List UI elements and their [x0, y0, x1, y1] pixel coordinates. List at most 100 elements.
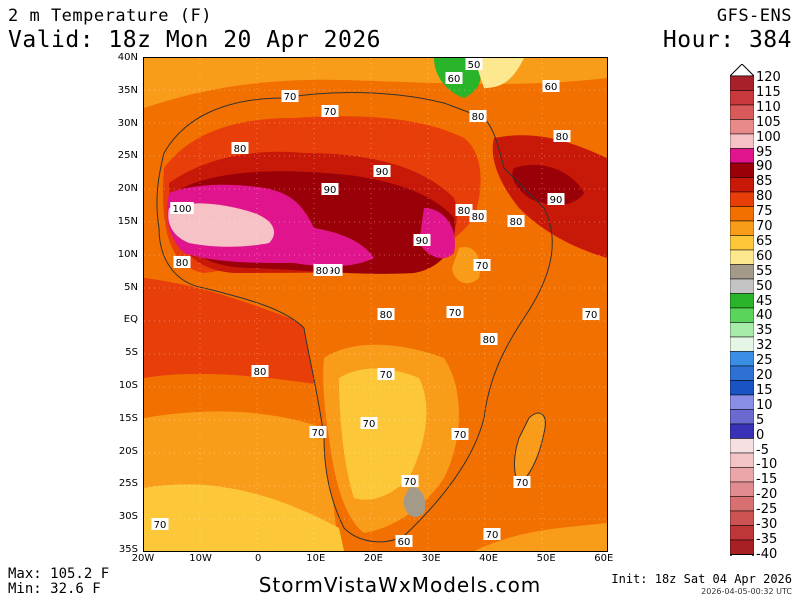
lat-tick: 10N [117, 248, 138, 260]
lon-tick: 10W [189, 553, 212, 564]
contour-label: 90 [373, 165, 391, 178]
colorbar-swatch [730, 467, 754, 483]
contour-label: 90 [413, 234, 431, 247]
contour-label: 80 [455, 204, 473, 217]
colorbar-swatch [730, 380, 754, 396]
lon-tick: 40E [479, 553, 499, 564]
site-name: StormVistaWxModels.com [258, 573, 542, 597]
colorbar-swatch [730, 438, 754, 454]
contour-label: 80 [377, 308, 395, 321]
svg-text:80: 80 [176, 258, 189, 269]
colorbar-swatch [730, 148, 754, 164]
lat-tick: EQ [123, 314, 138, 326]
svg-text:70: 70 [585, 310, 598, 321]
colorbar-level-label: -40 [756, 546, 778, 562]
southern-africa-65 [339, 368, 427, 500]
svg-text:70: 70 [363, 419, 376, 430]
svg-text:70: 70 [449, 308, 462, 319]
min-value: Min: 32.6 F [8, 581, 101, 597]
lat-tick: 15S [118, 412, 138, 424]
contour-label: 60 [445, 72, 463, 85]
colorbar-swatch [730, 481, 754, 497]
svg-text:80: 80 [510, 217, 523, 228]
colorbar-swatch [730, 452, 754, 468]
contour-label: 90 [547, 193, 565, 206]
contour-label: 80 [251, 365, 269, 378]
colorbar-level-label: 80 [756, 189, 773, 205]
colorbar-level-label: 50 [756, 278, 773, 294]
contour-label: 70 [582, 308, 600, 321]
contour-label: 70 [360, 417, 378, 430]
svg-text:70: 70 [454, 430, 467, 441]
lat-tick: 15N [117, 216, 138, 227]
colorbar-level-label: 60 [756, 248, 773, 264]
colorbar-swatch [730, 293, 754, 309]
lat-tick: 40N [117, 52, 138, 63]
colorbar [730, 64, 754, 556]
lat-tick: 35S [118, 544, 138, 555]
colorbar-swatch [730, 278, 754, 294]
contour-label: 70 [451, 428, 469, 441]
lat-tick: 25S [118, 478, 138, 490]
contour-label: 70 [513, 476, 531, 489]
svg-text:60: 60 [448, 74, 461, 85]
colorbar-swatch [730, 177, 754, 193]
colorbar-level-label: 0 [756, 427, 765, 443]
svg-text:70: 70 [154, 520, 167, 531]
contour-label: 50 [465, 58, 483, 71]
colorbar-swatch [730, 133, 754, 149]
svg-text:90: 90 [376, 167, 389, 178]
colorbar-level-label: -20 [756, 487, 778, 503]
colorbar-level-label: 10 [756, 397, 773, 413]
svg-text:80: 80 [254, 367, 267, 378]
colorbar-level-label: 20 [756, 368, 773, 383]
contour-label: 80 [553, 130, 571, 143]
contour-label: 90 [321, 183, 339, 196]
colorbar-swatch [730, 525, 754, 541]
colorbar-level-label: 40 [756, 308, 773, 324]
init-time: Init: 18z Sat 04 Apr 2026 [611, 572, 792, 586]
contour-label: 70 [401, 475, 419, 488]
contour-label: 60 [542, 80, 560, 93]
colorbar-level-label: 115 [756, 84, 781, 100]
colorbar-level-label: 65 [756, 233, 773, 249]
equatorial-80 [144, 278, 344, 388]
colorbar-level-label: -15 [756, 472, 778, 488]
svg-text:90: 90 [324, 185, 337, 196]
contour-label: 70 [321, 105, 339, 118]
lat-tick: 25N [117, 150, 138, 162]
colorbar-swatch [730, 249, 754, 265]
valid-time: Valid: 18z Mon 20 Apr 2026 [8, 27, 382, 53]
graticule [144, 58, 607, 551]
svg-text:70: 70 [312, 428, 325, 439]
svg-text:70: 70 [380, 370, 393, 381]
svg-text:80: 80 [472, 212, 485, 223]
colorbar-swatch [730, 539, 754, 555]
lat-tick: 30N [117, 117, 138, 129]
colorbar-level-label: 70 [756, 219, 773, 234]
svg-text:70: 70 [476, 261, 489, 272]
colorbar-level-label: 85 [756, 174, 773, 190]
render-timestamp: 2026-04-05-00:32 UTC [701, 587, 792, 596]
contour-label: 70 [377, 368, 395, 381]
lon-tick: 20E [363, 553, 383, 564]
colorbar-level-label: 75 [756, 204, 773, 220]
contour-label: 80 [231, 142, 249, 155]
colorbar-level-label: 45 [756, 293, 773, 309]
contour-label: 80 [480, 333, 498, 346]
levant-60 [474, 58, 524, 88]
colorbar-level-label: 32 [756, 338, 773, 354]
colorbar-swatch [730, 365, 754, 381]
lat-tick: 5S [125, 347, 138, 359]
svg-text:80: 80 [316, 266, 329, 277]
contour-label: 70 [151, 518, 169, 531]
colorbar-bottom-arrow [730, 554, 754, 556]
temperature-map: 50 60 60 70 70 80 80 80 90 90 90 100 80 80 80 80 90 90 70 7… [143, 57, 608, 552]
svg-text:80: 80 [472, 112, 485, 123]
contour-label: 80 [469, 110, 487, 123]
colorbar-swatch [730, 220, 754, 236]
svg-text:70: 70 [516, 478, 529, 489]
colorbar-level-label: -30 [756, 517, 778, 532]
